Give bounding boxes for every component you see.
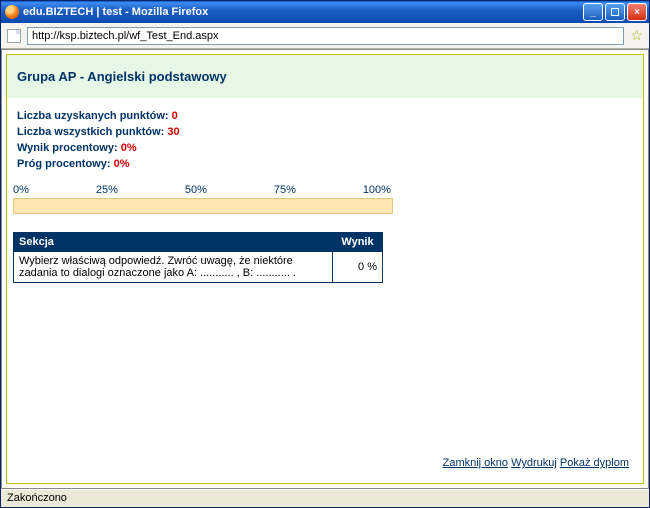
progress-bar-wrap bbox=[7, 198, 643, 232]
status-bar: Zakończono bbox=[1, 489, 649, 507]
results-table: Sekcja Wynik Wybierz właściwą odpowiedź.… bbox=[13, 232, 383, 283]
page-icon bbox=[7, 29, 21, 43]
progress-scale: 0% 25% 50% 75% 100% bbox=[7, 178, 397, 198]
result-pct-label: Wynik procentowy: bbox=[17, 142, 118, 154]
scored-value: 0 bbox=[172, 110, 178, 122]
scored-label: Liczba uzyskanych punktów: bbox=[17, 110, 169, 122]
results-table-wrap: Sekcja Wynik Wybierz właściwą odpowiedź.… bbox=[7, 232, 643, 283]
result-pct-value: 0% bbox=[121, 142, 137, 154]
titlebar: edu.BIZTECH | test - Mozilla Firefox _ × bbox=[1, 1, 649, 23]
show-diploma-link[interactable]: Pokaż dyplom bbox=[560, 457, 629, 469]
col-header-result: Wynik bbox=[333, 233, 383, 252]
maximize-button[interactable] bbox=[605, 3, 625, 21]
window-title: edu.BIZTECH | test - Mozilla Firefox bbox=[23, 6, 583, 18]
print-link[interactable]: Wydrukuj bbox=[511, 457, 557, 469]
scale-tick: 0% bbox=[13, 184, 29, 196]
bottom-links: Zamknij okno Wydrukuj Pokaż dyplom bbox=[443, 457, 629, 469]
page-body: Grupa AP - Angielski podstawowy Liczba u… bbox=[6, 54, 644, 484]
minimize-button[interactable]: _ bbox=[583, 3, 603, 21]
threshold-pct-label: Próg procentowy: bbox=[17, 158, 111, 170]
content-viewport: Grupa AP - Angielski podstawowy Liczba u… bbox=[1, 49, 649, 489]
bookmark-star-icon[interactable]: ☆ bbox=[630, 27, 643, 44]
threshold-pct-value: 0% bbox=[114, 158, 130, 170]
table-row: Wybierz właściwą odpowiedź. Zwróć uwagę,… bbox=[14, 252, 383, 283]
total-value: 30 bbox=[167, 126, 179, 138]
close-window-link[interactable]: Zamknij okno bbox=[443, 457, 508, 469]
url-input[interactable] bbox=[27, 27, 624, 45]
stats-block: Liczba uzyskanych punktów: 0 Liczba wszy… bbox=[7, 98, 643, 178]
firefox-icon bbox=[5, 5, 19, 19]
scale-tick: 50% bbox=[185, 184, 207, 196]
close-button[interactable]: × bbox=[627, 3, 647, 21]
cell-result: 0 % bbox=[333, 252, 383, 283]
scale-tick: 75% bbox=[274, 184, 296, 196]
address-bar: ☆ bbox=[1, 23, 649, 49]
scale-tick: 25% bbox=[96, 184, 118, 196]
page-title: Grupa AP - Angielski podstawowy bbox=[7, 55, 643, 98]
window-buttons: _ × bbox=[583, 3, 647, 21]
progress-bar bbox=[13, 198, 393, 214]
scale-tick: 100% bbox=[363, 184, 391, 196]
col-header-section: Sekcja bbox=[14, 233, 333, 252]
status-text: Zakończono bbox=[7, 492, 67, 504]
total-label: Liczba wszystkich punktów: bbox=[17, 126, 164, 138]
cell-section: Wybierz właściwą odpowiedź. Zwróć uwagę,… bbox=[14, 252, 333, 283]
browser-window: edu.BIZTECH | test - Mozilla Firefox _ ×… bbox=[0, 0, 650, 508]
